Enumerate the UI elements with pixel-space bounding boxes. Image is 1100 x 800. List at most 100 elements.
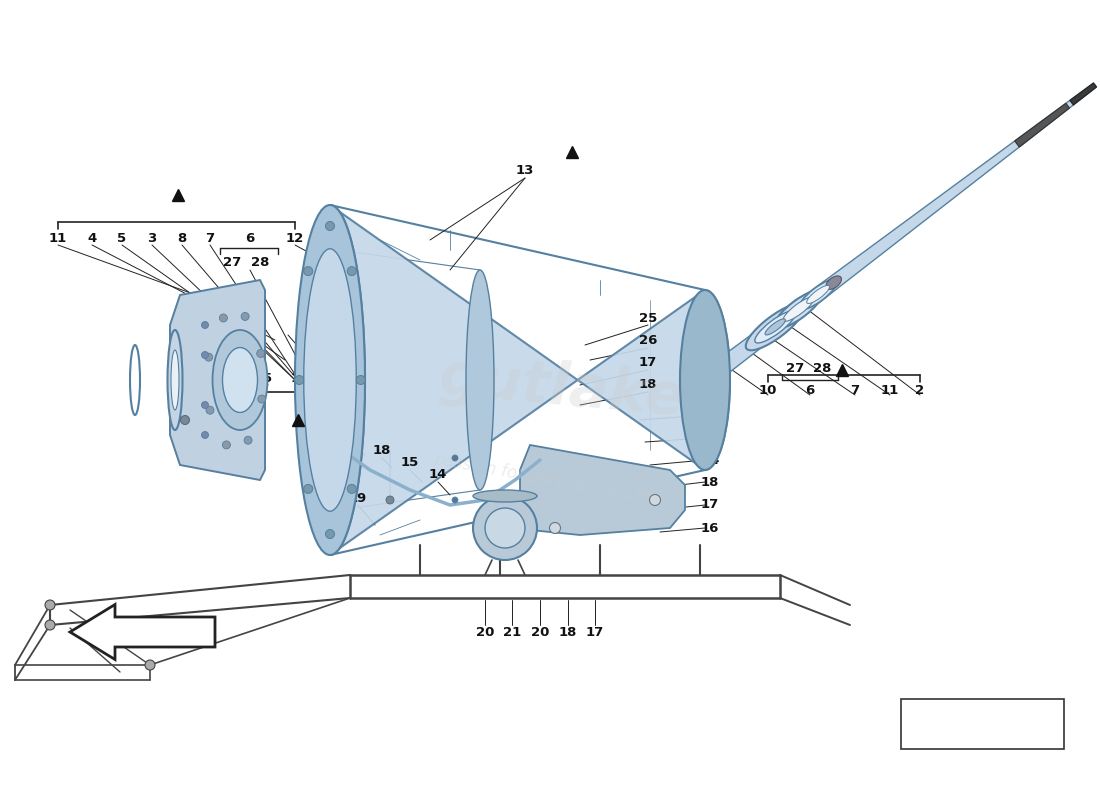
Circle shape: [326, 530, 334, 538]
Ellipse shape: [304, 249, 356, 511]
Ellipse shape: [680, 290, 730, 470]
Text: 28: 28: [813, 362, 832, 374]
Circle shape: [201, 431, 209, 438]
Ellipse shape: [295, 205, 365, 555]
Circle shape: [473, 496, 537, 560]
Text: 19: 19: [349, 491, 367, 505]
Text: 11: 11: [881, 383, 899, 397]
Text: 27: 27: [223, 255, 241, 269]
Ellipse shape: [466, 270, 494, 490]
Text: 7: 7: [206, 231, 214, 245]
Circle shape: [241, 313, 249, 321]
Circle shape: [348, 484, 356, 494]
Text: 4: 4: [235, 371, 244, 385]
Circle shape: [256, 350, 265, 358]
FancyArrow shape: [70, 605, 214, 659]
Text: 14: 14: [429, 469, 448, 482]
Circle shape: [304, 266, 312, 276]
Ellipse shape: [746, 303, 805, 350]
Text: 3: 3: [147, 231, 156, 245]
Text: 10: 10: [290, 371, 309, 385]
Text: 5: 5: [118, 231, 127, 245]
Text: 15: 15: [400, 455, 419, 469]
Circle shape: [201, 351, 209, 358]
Circle shape: [485, 508, 525, 548]
Ellipse shape: [212, 330, 267, 430]
Circle shape: [222, 441, 230, 449]
Circle shape: [206, 406, 214, 414]
Text: 5: 5: [263, 371, 273, 385]
Circle shape: [295, 375, 304, 385]
Polygon shape: [1070, 83, 1097, 105]
Text: 26: 26: [639, 334, 657, 346]
Circle shape: [201, 322, 209, 329]
Polygon shape: [700, 83, 1097, 387]
Text: 4: 4: [87, 231, 97, 245]
Ellipse shape: [826, 276, 842, 290]
Text: 18: 18: [701, 475, 719, 489]
FancyBboxPatch shape: [901, 699, 1064, 749]
Text: 23: 23: [701, 431, 719, 445]
Text: 18: 18: [373, 443, 392, 457]
Circle shape: [326, 222, 334, 230]
Ellipse shape: [800, 279, 837, 310]
Text: passion for parts since 1985: passion for parts since 1985: [432, 450, 668, 510]
Text: 21: 21: [503, 626, 521, 638]
Circle shape: [45, 600, 55, 610]
Circle shape: [244, 436, 252, 444]
Text: 25: 25: [639, 311, 657, 325]
Text: 27: 27: [785, 362, 804, 374]
Text: 10: 10: [759, 383, 778, 397]
Text: 17: 17: [586, 626, 604, 638]
Circle shape: [304, 484, 312, 494]
Polygon shape: [330, 205, 730, 555]
Circle shape: [205, 353, 212, 361]
Ellipse shape: [806, 286, 829, 303]
Text: 18: 18: [559, 626, 578, 638]
Text: 6: 6: [245, 231, 254, 245]
Circle shape: [219, 314, 228, 322]
Text: 17: 17: [701, 498, 719, 511]
Circle shape: [180, 415, 189, 425]
Circle shape: [386, 496, 394, 504]
Ellipse shape: [783, 297, 814, 322]
Circle shape: [452, 455, 458, 461]
Text: 7: 7: [850, 383, 859, 397]
Circle shape: [550, 522, 561, 534]
Polygon shape: [1014, 103, 1069, 147]
Text: ▲ = 1: ▲ = 1: [961, 716, 1003, 730]
Polygon shape: [520, 445, 685, 535]
Text: 22: 22: [701, 409, 719, 422]
Ellipse shape: [764, 319, 785, 335]
Circle shape: [145, 660, 155, 670]
Ellipse shape: [755, 311, 795, 343]
Ellipse shape: [473, 490, 537, 502]
Text: 6: 6: [805, 383, 815, 397]
Circle shape: [257, 395, 266, 403]
Text: 28: 28: [251, 255, 270, 269]
Text: 8: 8: [177, 231, 187, 245]
Text: 9: 9: [353, 371, 363, 385]
Circle shape: [348, 266, 356, 276]
Text: 20: 20: [476, 626, 494, 638]
Text: 2: 2: [915, 383, 925, 397]
Text: 16: 16: [701, 522, 719, 534]
Text: 18: 18: [639, 378, 657, 391]
Text: 17: 17: [639, 355, 657, 369]
Ellipse shape: [222, 347, 257, 413]
Circle shape: [356, 375, 365, 385]
Ellipse shape: [774, 290, 823, 328]
Circle shape: [45, 620, 55, 630]
Text: gutlakes: gutlakes: [437, 350, 723, 430]
Circle shape: [649, 494, 660, 506]
Text: 8: 8: [328, 371, 337, 385]
Text: 11: 11: [48, 231, 67, 245]
Text: 13: 13: [516, 163, 535, 177]
Text: 12: 12: [286, 231, 304, 245]
Circle shape: [452, 497, 458, 503]
Circle shape: [201, 402, 209, 409]
Text: 24: 24: [701, 454, 719, 466]
Text: 20: 20: [531, 626, 549, 638]
Polygon shape: [170, 280, 265, 480]
Ellipse shape: [167, 330, 183, 430]
